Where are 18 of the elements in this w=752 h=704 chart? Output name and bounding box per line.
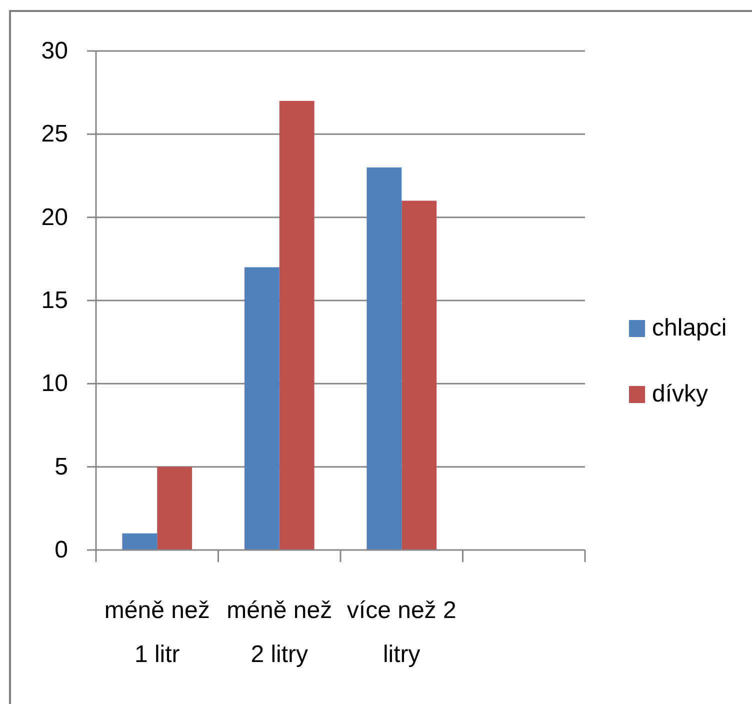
- bar: [122, 533, 158, 550]
- bar: [157, 466, 192, 550]
- bar: [366, 167, 402, 550]
- legend-label: dívky: [652, 380, 708, 408]
- y-tick-label: 5: [54, 453, 68, 480]
- y-tick-label: 30: [41, 38, 68, 64]
- legend-label: chlapci: [652, 314, 727, 342]
- y-tick-label: 0: [54, 536, 68, 564]
- y-tick-label: 10: [41, 370, 68, 398]
- x-tick-label: méně než 1 litr: [104, 597, 210, 668]
- y-tick-label: 20: [41, 204, 68, 231]
- y-tick-label: 25: [41, 120, 68, 148]
- y-tick-label: 15: [41, 287, 68, 314]
- x-tick-label: více než 2 litry: [346, 597, 456, 668]
- bar: [244, 267, 280, 550]
- bar: [279, 100, 314, 550]
- x-tick-label: méně než 2 litry: [226, 597, 332, 668]
- bar: [402, 200, 437, 550]
